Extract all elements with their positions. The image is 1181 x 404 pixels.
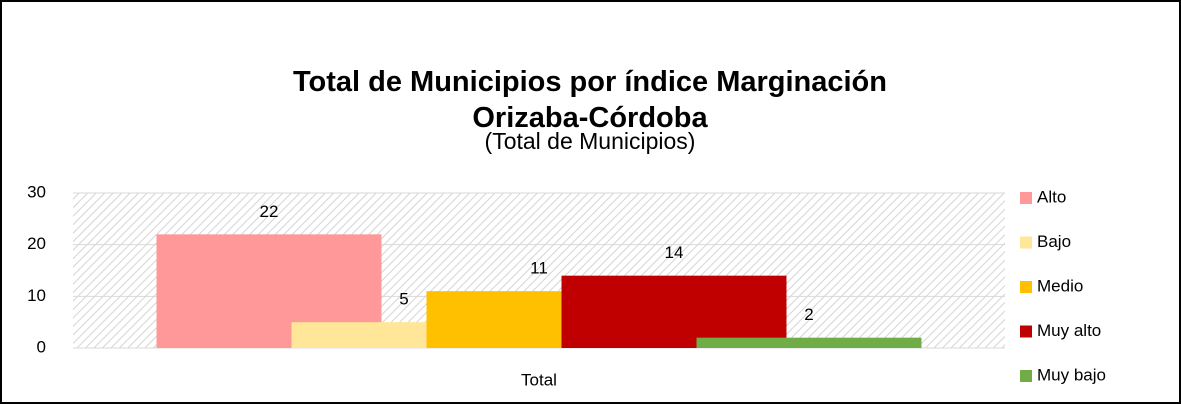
y-tick-label: 0 xyxy=(37,337,46,356)
legend-swatch xyxy=(1020,325,1032,338)
data-label: 22 xyxy=(260,202,279,221)
chart-title-box: Total de Municipios por índice Marginaci… xyxy=(190,64,990,136)
y-tick-label: 30 xyxy=(27,182,46,201)
legend-label: Bajo xyxy=(1037,232,1071,251)
legend-swatch xyxy=(1020,192,1032,204)
bar xyxy=(561,275,787,348)
legend-label: Alto xyxy=(1037,187,1066,206)
legend-swatch xyxy=(1020,370,1032,382)
legend-swatch xyxy=(1020,281,1032,293)
legend-label: Muy bajo xyxy=(1037,365,1106,384)
y-tick-label: 20 xyxy=(27,234,46,253)
data-label: 2 xyxy=(804,305,813,324)
legend-label: Muy alto xyxy=(1037,321,1101,340)
data-label: 5 xyxy=(399,290,408,309)
x-tick-label: Total xyxy=(521,370,557,389)
data-label: 14 xyxy=(665,243,684,262)
bar xyxy=(696,337,922,348)
data-label: 11 xyxy=(530,259,548,278)
chart-title: Total de Municipios por índice Marginaci… xyxy=(292,66,887,134)
legend-label: Medio xyxy=(1037,276,1083,295)
y-tick-label: 10 xyxy=(27,286,46,305)
legend-swatch xyxy=(1020,236,1032,249)
chart-subtitle: (Total de Municipios) xyxy=(484,128,696,154)
